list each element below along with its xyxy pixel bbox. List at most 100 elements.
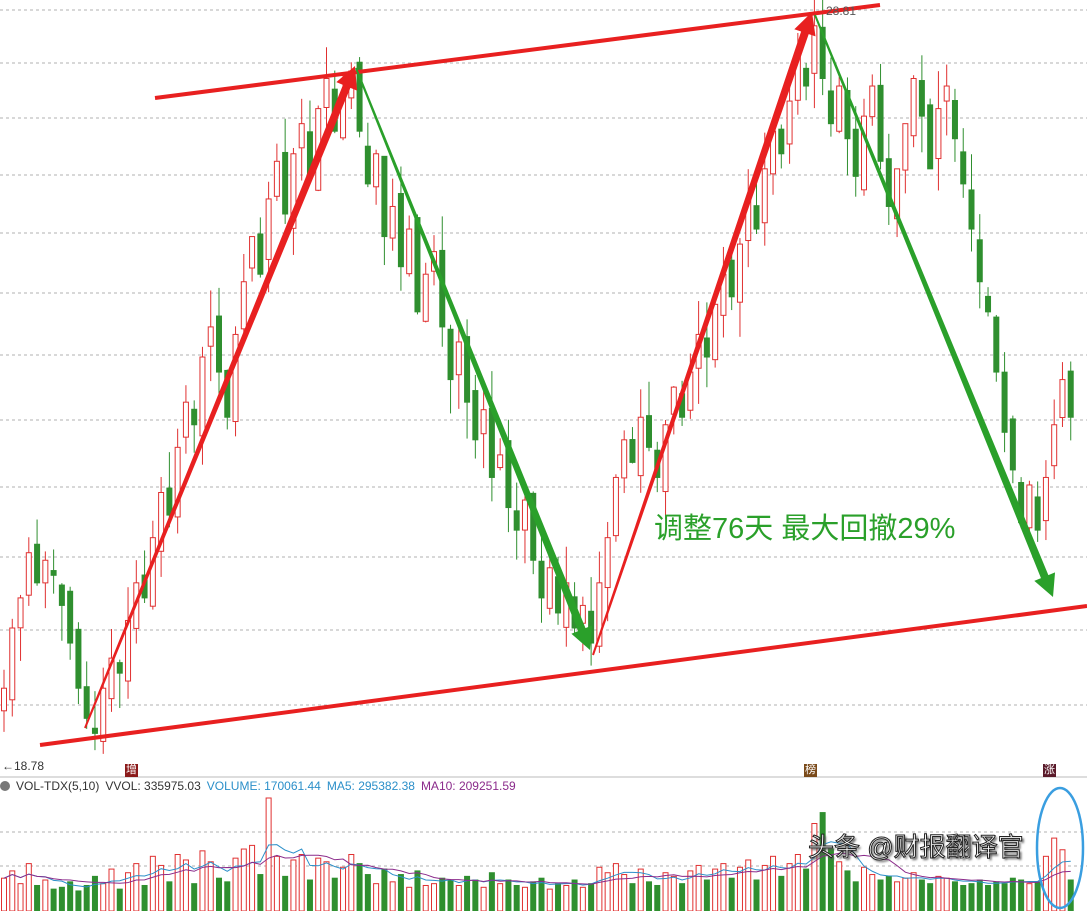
volume-bar: [654, 884, 661, 911]
candle-body: [389, 205, 396, 239]
volume-bar: [993, 881, 1000, 911]
indicator-toggle-icon[interactable]: [0, 781, 10, 791]
volume-bar: [364, 874, 371, 911]
volume-bar: [1018, 879, 1025, 911]
down-arrow-2: [814, 14, 1056, 597]
volume-bar: [513, 884, 520, 911]
candle-body: [182, 401, 189, 438]
volume-bar: [588, 883, 595, 911]
marker-zeng[interactable]: 增: [125, 764, 138, 777]
volume-bar: [844, 870, 851, 911]
candle-body: [9, 627, 16, 701]
candle-body: [232, 333, 239, 423]
volume-bar: [563, 884, 570, 911]
marker-bang[interactable]: 榜: [804, 764, 817, 777]
volume-bar: [34, 884, 41, 911]
candle-body: [1042, 476, 1049, 522]
volume-bar: [50, 888, 57, 911]
up-arrow-2: [592, 12, 816, 656]
watermark: 头条 @财报翻译官: [808, 832, 1025, 863]
candle-body: [951, 100, 958, 140]
volume-bar: [935, 875, 942, 911]
candle-body: [869, 85, 876, 118]
volume-bar: [794, 854, 801, 911]
ma5-value: MA5: 295382.38: [326, 779, 415, 793]
volume-bar: [612, 863, 619, 911]
volume-bar: [422, 884, 429, 911]
volume-bars: [1, 797, 1074, 911]
candle-body: [836, 85, 843, 132]
candle-body: [530, 492, 537, 561]
volume-bar: [770, 855, 777, 911]
candle-body: [464, 336, 471, 403]
candle-body: [819, 26, 826, 79]
candle-body: [108, 657, 115, 700]
volume-bar: [207, 861, 214, 911]
volume-bar: [1026, 883, 1033, 911]
candle-body: [786, 100, 793, 145]
volume-bar: [331, 877, 338, 911]
gridlines: [0, 9, 1087, 867]
volume-bar: [736, 866, 743, 911]
volume-bar: [1001, 883, 1008, 911]
candle-body: [497, 454, 504, 469]
candle-body: [1034, 496, 1041, 531]
ma5-line: [3, 841, 1071, 888]
volume-bar: [703, 879, 710, 911]
candle-body: [257, 233, 264, 275]
candle-body: [298, 123, 305, 149]
candle-body: [778, 128, 785, 155]
volume-bar: [1067, 879, 1074, 911]
volume-bar: [646, 881, 652, 911]
volume-bar: [720, 863, 727, 911]
volume-bar: [836, 861, 843, 911]
candle-body: [993, 316, 1000, 373]
volume-bar: [604, 872, 611, 911]
volume-bar: [91, 875, 98, 911]
candle-body: [174, 446, 181, 518]
volume-bar: [323, 861, 330, 911]
volume-bar: [571, 879, 578, 911]
candle-body: [827, 90, 834, 125]
candle-body: [612, 476, 619, 537]
volume-bar: [447, 879, 454, 911]
volume-bar: [951, 881, 958, 911]
candle-body: [968, 189, 975, 230]
candle-body: [364, 145, 371, 185]
volume-bar: [306, 879, 313, 911]
volume-bar: [381, 868, 388, 911]
candle-body: [935, 108, 942, 160]
volume-bar: [472, 879, 479, 911]
candle-body: [282, 151, 289, 215]
candle-body: [83, 686, 90, 719]
volume-bar: [116, 888, 123, 911]
volume-bar: [505, 879, 512, 911]
marker-zhang[interactable]: 涨: [1043, 764, 1056, 777]
candle-body: [58, 584, 65, 606]
volume-bar: [108, 868, 115, 911]
volume-bar: [637, 868, 644, 911]
volume-bar: [488, 872, 495, 911]
volume-bar: [348, 854, 355, 911]
up-arrow-1: [84, 66, 358, 729]
volume-bar: [918, 879, 925, 911]
candle-body: [852, 128, 859, 177]
volume-bar: [728, 877, 735, 911]
volume-bar: [141, 884, 148, 911]
candle-body: [1051, 424, 1058, 467]
candle-body: [480, 409, 487, 435]
candle-body: [918, 80, 925, 117]
indicator-name[interactable]: VOL-TDX(5,10): [16, 779, 100, 793]
candle-body: [17, 597, 24, 629]
candle-body: [1026, 484, 1033, 529]
candle-body: [488, 407, 495, 478]
candle-body: [149, 537, 156, 607]
volume-bar: [17, 883, 24, 911]
candle-body: [67, 590, 74, 644]
volume-bar: [191, 883, 198, 911]
volume-bar: [927, 883, 934, 911]
volume-bar: [257, 874, 264, 911]
volume-bar: [389, 881, 396, 911]
candle-body: [34, 543, 41, 584]
candle-body: [604, 537, 611, 589]
